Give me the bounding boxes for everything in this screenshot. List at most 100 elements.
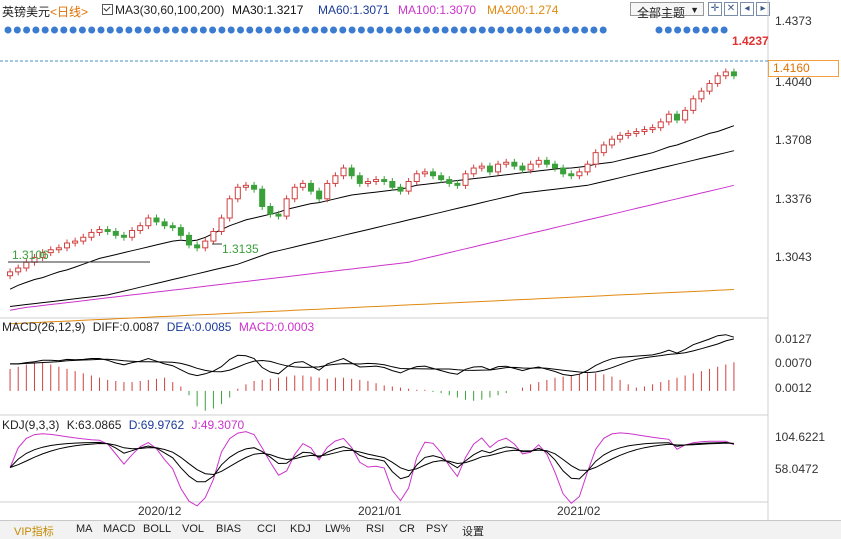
candle-body xyxy=(39,252,46,258)
signal-dot xyxy=(488,26,496,34)
ma200-value: MA200:1.274 xyxy=(487,3,559,17)
tab-vol[interactable]: VOL xyxy=(182,523,205,535)
chart-header: 英镑美元 <日线> MA3(30,60,100,200) MA30:1.3217… xyxy=(0,0,841,20)
ma-indicator-label: MA3(30,60,100,200) xyxy=(115,3,225,17)
signal-dot xyxy=(581,26,589,34)
signal-dot xyxy=(106,26,114,34)
signal-dot xyxy=(395,26,403,34)
candle-body xyxy=(153,217,160,223)
kdj-d: D:69.9762 xyxy=(128,418,185,432)
signal-dot xyxy=(181,26,189,34)
ma100-value: MA100:1.3070 xyxy=(398,3,477,17)
signal-dot xyxy=(237,26,244,34)
signal-dot xyxy=(209,26,217,34)
ma100-line xyxy=(10,184,735,311)
candle-body xyxy=(429,171,437,177)
macd-diff-line xyxy=(10,334,735,377)
signal-dot xyxy=(144,26,151,34)
candle-body xyxy=(291,186,298,200)
tab-macd[interactable]: MACD xyxy=(103,523,136,535)
signal-dot xyxy=(450,26,458,34)
candle-body xyxy=(185,234,193,246)
candle-body xyxy=(373,179,380,182)
candle-body xyxy=(486,165,493,173)
tab-rsi[interactable]: RSI xyxy=(366,523,385,535)
prev-icon[interactable]: ◂ xyxy=(740,2,754,16)
signal-dot xyxy=(23,26,31,34)
tab-cci[interactable]: CCI xyxy=(257,523,276,535)
tab-kdj[interactable]: KDJ xyxy=(290,523,311,535)
candle-body xyxy=(503,161,510,165)
signal-dot xyxy=(125,26,133,34)
indicator-tab-bar: VIP指标 MA MACD BOLL VOL BIAS CCI KDJ LW% … xyxy=(0,520,841,539)
candle-body xyxy=(348,167,355,177)
next-icon[interactable]: ▸ xyxy=(756,2,770,16)
signal-dot xyxy=(357,26,365,34)
candle-body xyxy=(495,163,502,173)
tab-settings[interactable]: 设置 xyxy=(462,526,484,538)
tab-lw[interactable]: LW% xyxy=(325,523,351,535)
period-selector[interactable]: <日线> xyxy=(50,5,89,19)
signal-dot xyxy=(432,26,440,34)
symbol-label: 英镑美元 xyxy=(2,5,51,19)
candle-body xyxy=(462,173,469,186)
candle-body xyxy=(698,90,705,100)
signal-dot xyxy=(218,26,226,34)
signal-dot xyxy=(41,26,49,34)
kdj-d-line xyxy=(9,442,734,476)
signal-dot xyxy=(543,26,551,34)
candle-body xyxy=(210,230,217,242)
kdj-tick-1: 104.6221 xyxy=(775,430,826,444)
candle-body xyxy=(242,184,249,188)
signal-dot xyxy=(339,26,347,34)
candle-body xyxy=(584,163,591,173)
all-topics-dropdown[interactable]: 全部主题 ▼ xyxy=(630,2,704,20)
signal-dot xyxy=(376,26,384,34)
signal-dot xyxy=(292,26,300,34)
candle-body xyxy=(478,165,485,169)
candle-body xyxy=(381,179,388,182)
signal-dot xyxy=(283,26,291,34)
candle-body xyxy=(364,180,371,184)
signal-dot xyxy=(655,26,663,34)
close-small-icon[interactable]: ✕ xyxy=(724,2,738,16)
signal-dot xyxy=(525,26,533,34)
candle-body xyxy=(641,129,648,133)
candle-body xyxy=(316,190,323,200)
macd-tick-1: 0.0127 xyxy=(775,332,812,346)
candle-body xyxy=(340,167,347,177)
candle-body xyxy=(673,113,681,121)
candle-body xyxy=(592,152,599,165)
macd-tick-2: 0.0070 xyxy=(775,356,812,370)
macd-value: MACD:0.0003 xyxy=(238,320,315,334)
tab-ma[interactable]: MA xyxy=(76,523,93,535)
tab-vip-indicator[interactable]: VIP指标 xyxy=(14,526,54,538)
x-axis-label-dec: 2020/12 xyxy=(138,504,182,518)
signal-dot xyxy=(571,26,579,34)
candle-body xyxy=(234,186,241,200)
tab-bias[interactable]: BIAS xyxy=(216,523,242,535)
signal-dot xyxy=(683,26,691,34)
signal-dot xyxy=(562,26,570,34)
signal-dot xyxy=(367,26,375,34)
kdj-j-line xyxy=(9,431,735,507)
ma200-line xyxy=(10,289,734,325)
candle-body xyxy=(104,229,111,232)
ma-toggle-checkbox[interactable] xyxy=(102,4,113,15)
tab-cr[interactable]: CR xyxy=(399,523,415,535)
low-price-marker-2: 1.3135 xyxy=(222,242,259,256)
kdj-k: K:63.0865 xyxy=(66,418,122,432)
signal-dot xyxy=(190,26,198,34)
tab-psy[interactable]: PSY xyxy=(426,523,449,535)
tab-boll[interactable]: BOLL xyxy=(143,523,172,535)
signal-dot xyxy=(711,26,719,34)
signal-dot xyxy=(4,26,12,34)
candle-body xyxy=(80,236,87,242)
signal-dot xyxy=(51,26,58,34)
candle-body xyxy=(730,71,737,77)
expand-icon[interactable]: ✛ xyxy=(708,2,722,16)
signal-dot xyxy=(423,26,430,34)
price-tick-3: 1.3708 xyxy=(775,133,812,147)
price-tick-2: 1.4040 xyxy=(775,75,812,89)
